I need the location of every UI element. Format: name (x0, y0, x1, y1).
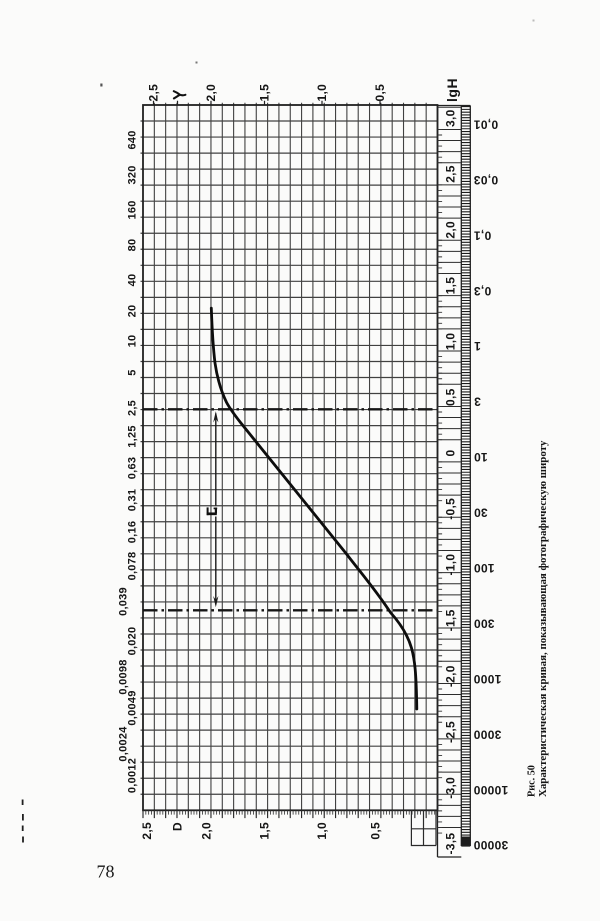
svg-text:5: 5 (127, 369, 139, 375)
svg-text:30: 30 (474, 506, 488, 520)
svg-text:0,5: 0,5 (373, 84, 387, 102)
svg-text:1,0: 1,0 (315, 84, 329, 102)
svg-text:-1,0: -1,0 (443, 554, 457, 576)
svg-text:-1,5: -1,5 (443, 609, 457, 631)
svg-text:Рис. 50: Рис. 50 (527, 765, 538, 797)
svg-text:100: 100 (474, 561, 495, 575)
svg-text:0,03: 0,03 (473, 173, 498, 187)
svg-text:2,0: 2,0 (204, 84, 218, 102)
svg-text:640: 640 (127, 130, 139, 149)
svg-text:0,63: 0,63 (127, 457, 139, 479)
svg-text:0,0024: 0,0024 (118, 726, 130, 762)
svg-text:0,0098: 0,0098 (118, 659, 130, 694)
svg-text:1,5: 1,5 (258, 822, 272, 840)
svg-text:30000: 30000 (473, 838, 508, 852)
svg-text:0,078: 0,078 (127, 552, 139, 581)
svg-text:-0,5: -0,5 (443, 498, 457, 520)
svg-text:2,5: 2,5 (147, 84, 161, 102)
svg-text:1,25: 1,25 (127, 425, 139, 447)
svg-text:Характеристическая кривая, пок: Характеристическая кривая, показывающая … (537, 440, 549, 797)
svg-text:0,5: 0,5 (369, 822, 383, 840)
svg-text:lgH: lgH (444, 78, 460, 102)
svg-text:10: 10 (474, 450, 488, 464)
svg-text:20: 20 (127, 305, 139, 318)
svg-text:0,3: 0,3 (474, 284, 492, 298)
svg-text:2,0: 2,0 (443, 221, 457, 239)
svg-text:3: 3 (474, 395, 481, 409)
svg-text:320: 320 (127, 165, 139, 184)
svg-text:0,31: 0,31 (127, 489, 139, 511)
svg-text:D: D (171, 822, 185, 831)
svg-text:0,16: 0,16 (127, 521, 139, 543)
svg-text:0,1: 0,1 (474, 228, 492, 242)
svg-text:0,039: 0,039 (118, 587, 130, 616)
svg-text:0,0049: 0,0049 (127, 690, 139, 725)
svg-text:1,0: 1,0 (315, 822, 329, 840)
svg-text:2,5: 2,5 (140, 822, 154, 840)
svg-text:1000: 1000 (473, 672, 501, 686)
svg-text:2,5: 2,5 (127, 400, 139, 416)
svg-text:78: 78 (97, 862, 115, 882)
svg-text:0,0012: 0,0012 (127, 758, 139, 793)
svg-text:-3,0: -3,0 (443, 777, 457, 799)
svg-text:2,0: 2,0 (200, 822, 214, 840)
svg-text:3000: 3000 (473, 727, 501, 741)
svg-text:1,0: 1,0 (443, 333, 457, 351)
svg-text:1,5: 1,5 (443, 277, 457, 295)
svg-text:300: 300 (474, 617, 495, 631)
svg-text:160: 160 (127, 200, 139, 219)
svg-text:40: 40 (127, 274, 139, 287)
svg-text:0,5: 0,5 (443, 388, 457, 406)
svg-text:1: 1 (474, 339, 481, 353)
svg-text:80: 80 (127, 239, 139, 252)
svg-text:10000: 10000 (473, 783, 508, 797)
svg-text:-2,0: -2,0 (443, 665, 457, 687)
svg-text:-3,5: -3,5 (443, 833, 457, 855)
svg-text:0,01: 0,01 (473, 117, 498, 131)
svg-text:3,0: 3,0 (443, 109, 457, 127)
svg-text:-2,5: -2,5 (443, 721, 457, 743)
svg-text:0,020: 0,020 (127, 627, 139, 656)
svg-text:2,5: 2,5 (443, 165, 457, 183)
svg-text:10: 10 (127, 335, 139, 348)
svg-text:0: 0 (443, 449, 457, 456)
svg-text:1,5: 1,5 (258, 84, 272, 102)
